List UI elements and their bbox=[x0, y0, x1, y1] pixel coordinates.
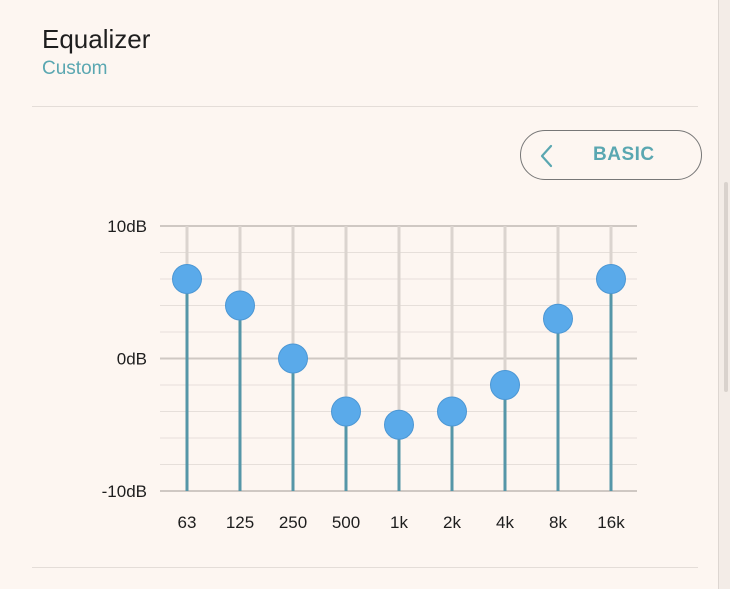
basic-mode-button[interactable]: BASIC bbox=[520, 130, 702, 180]
frequency-label: 8k bbox=[549, 513, 567, 532]
band-slider-knob[interactable] bbox=[437, 396, 467, 427]
preset-name: Custom bbox=[42, 58, 108, 79]
page-title: Equalizer bbox=[42, 24, 151, 54]
band-slider-knob[interactable] bbox=[543, 303, 573, 334]
top-divider bbox=[32, 106, 698, 107]
frequency-label: 500 bbox=[332, 513, 360, 532]
chevron-left-icon bbox=[539, 144, 553, 173]
y-tick-label: -10dB bbox=[102, 482, 147, 501]
scrollbar[interactable] bbox=[724, 182, 728, 392]
band-slider-knob[interactable] bbox=[172, 264, 202, 294]
basic-mode-label: BASIC bbox=[593, 144, 655, 165]
band-slider-knob[interactable] bbox=[384, 409, 414, 440]
frequency-label: 250 bbox=[279, 513, 307, 532]
frequency-label: 125 bbox=[226, 513, 254, 532]
frequency-label: 63 bbox=[178, 513, 197, 532]
frequency-label: 1k bbox=[390, 513, 408, 532]
y-tick-label: 10dB bbox=[107, 217, 147, 236]
frequency-label: 4k bbox=[496, 513, 514, 532]
y-tick-label: 0dB bbox=[117, 350, 147, 369]
frequency-label: 2k bbox=[443, 513, 461, 532]
band-slider-knob[interactable] bbox=[331, 396, 361, 427]
bottom-divider bbox=[32, 567, 698, 568]
frequency-label: 16k bbox=[597, 513, 625, 532]
band-slider-knob[interactable] bbox=[490, 370, 520, 400]
band-slider-knob[interactable] bbox=[596, 264, 626, 294]
band-slider-knob[interactable] bbox=[225, 290, 255, 321]
band-slider-knob[interactable] bbox=[278, 343, 308, 374]
